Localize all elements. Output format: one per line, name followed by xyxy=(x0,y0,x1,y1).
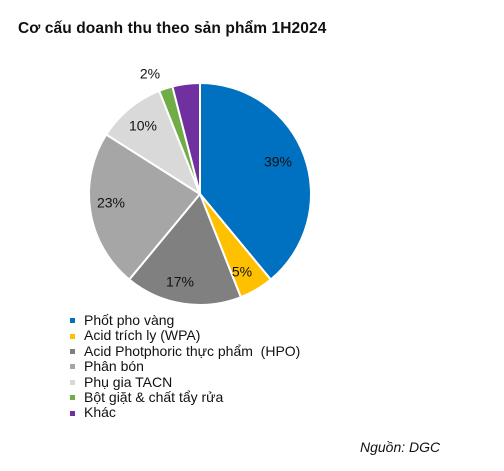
data-label-3: 23% xyxy=(97,195,125,211)
legend-label: Bột giặt & chất tẩy rửa xyxy=(84,389,224,406)
legend-item-3: Phân bón xyxy=(70,358,300,375)
pie-slice-6 xyxy=(171,81,201,195)
pie-slice-0 xyxy=(199,81,312,281)
legend-item-4: Phụ gia TACN xyxy=(70,373,300,390)
chart-title: Cơ cấu doanh thu theo sản phẩm 1H2024 xyxy=(18,20,327,37)
legend-swatch xyxy=(70,333,75,339)
data-label-5: 2% xyxy=(140,66,160,82)
legend-label: Acid Photphoric thực phẩm (HPO) xyxy=(84,342,301,359)
legend-swatch xyxy=(70,364,75,370)
legend-item-5: Bột giặt & chất tẩy rửa xyxy=(70,389,300,406)
pie-chart: 39% 5% 17% 23% 10% 2% xyxy=(88,66,312,307)
legend-label: Phốt pho vàng xyxy=(84,312,175,328)
pie-slice-2 xyxy=(127,192,243,307)
source-note: Nguồn: DGC xyxy=(360,439,441,455)
data-label-1: 5% xyxy=(232,264,252,280)
legend-swatch xyxy=(70,349,75,355)
legend-swatch xyxy=(70,318,75,324)
legend-label: Acid trích ly (WPA) xyxy=(84,327,201,344)
data-label-2: 17% xyxy=(166,274,194,290)
legend-item-1: Acid trích ly (WPA) xyxy=(70,327,300,344)
chart-legend: Phốt pho vàng Acid trích ly (WPA) Acid Pho… xyxy=(70,312,301,421)
data-label-4: 10% xyxy=(129,118,157,134)
legend-item-0: Phốt pho vàng xyxy=(70,312,300,328)
legend-swatch xyxy=(70,395,75,401)
legend-swatch xyxy=(70,379,75,385)
data-label-0: 39% xyxy=(264,154,292,170)
legend-item-2: Acid Photphoric thực phẩm (HPO) xyxy=(70,342,301,359)
legend-item-6: Khác xyxy=(70,405,300,420)
legend-swatch xyxy=(70,410,75,416)
legend-label: Khác xyxy=(84,404,116,421)
pie-slice-3 xyxy=(88,133,202,281)
legend-label: Phụ gia TACN xyxy=(84,373,173,390)
legend-label: Phân bón xyxy=(84,358,144,375)
